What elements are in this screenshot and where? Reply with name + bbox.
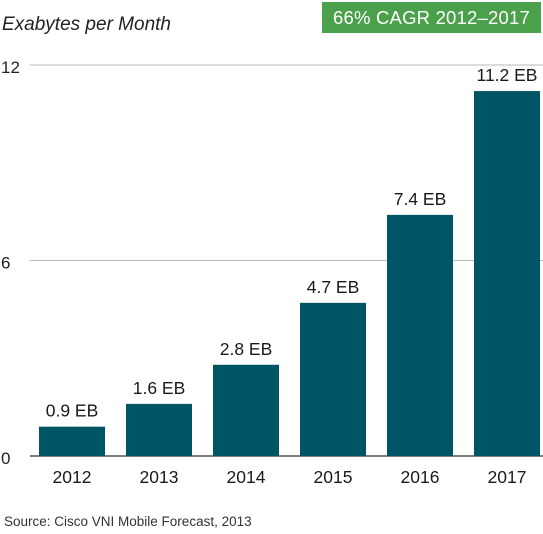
bar	[213, 364, 279, 456]
x-tick-label: 2015	[314, 467, 353, 487]
y-tick-label: 6	[1, 254, 10, 273]
data-label: 4.7 EB	[307, 277, 360, 297]
x-tick-label: 2014	[227, 467, 266, 487]
y-tick-label: 12	[1, 58, 20, 77]
x-tick-label: 2012	[53, 467, 92, 487]
data-label: 0.9 EB	[46, 401, 99, 421]
bar	[300, 302, 366, 456]
y-axis-title: Exabytes per Month	[2, 14, 171, 35]
bar-chart: 0 6 12 0.9 EB 2012 1.6 EB 2013 2.8 EB 2014 4.7 EB…	[1, 58, 543, 487]
y-tick-label: 0	[1, 449, 10, 468]
bar	[126, 403, 192, 456]
data-label: 2.8 EB	[220, 339, 273, 359]
bar	[474, 91, 540, 457]
bar	[387, 214, 453, 456]
cagr-badge: 66% CAGR 2012–2017	[322, 2, 541, 33]
data-label: 7.4 EB	[394, 189, 447, 209]
x-tick-label: 2013	[140, 467, 179, 487]
data-label: 1.6 EB	[133, 378, 186, 398]
data-label: 11.2 EB	[477, 65, 538, 85]
x-tick-label: 2016	[401, 467, 440, 487]
x-tick-label: 2017	[488, 467, 527, 487]
bar	[39, 426, 105, 456]
source-note: Source: Cisco VNI Mobile Forecast, 2013	[4, 514, 252, 529]
